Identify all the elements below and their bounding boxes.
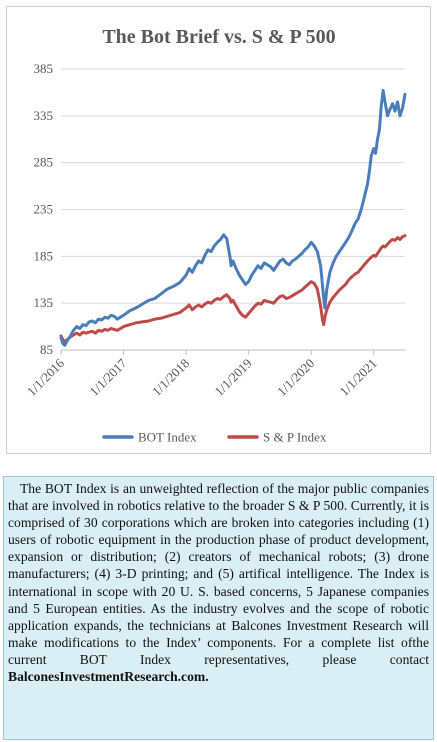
- x-tick-label: 1/1/2016: [24, 355, 68, 399]
- y-tick-label: 385: [34, 61, 54, 76]
- description-text: The BOT Index is an unweighted reflectio…: [8, 480, 429, 685]
- x-tick-label: 1/1/2018: [149, 356, 192, 399]
- x-tick-label: 1/1/2021: [337, 356, 380, 399]
- y-tick-label: 85: [40, 342, 53, 357]
- series-line: [59, 234, 407, 344]
- y-tick-label: 135: [34, 295, 54, 310]
- x-tick-label: 1/1/2019: [211, 356, 254, 399]
- description-panel: The BOT Index is an unweighted reflectio…: [3, 476, 434, 740]
- line-chart: The Bot Brief vs. S & P 500 85 135 185 235 2…: [24, 26, 407, 445]
- y-tick-label: 185: [34, 248, 54, 263]
- y-tick-label: 335: [34, 108, 54, 123]
- contact-link[interactable]: BalconesInvestmentResearch.com.: [8, 669, 209, 685]
- x-tick-label: 1/1/2020: [274, 356, 317, 399]
- y-tick-label: 285: [34, 155, 54, 170]
- chart-container: The Bot Brief vs. S & P 500 85 135 185 235 2…: [6, 6, 431, 454]
- y-tick-label: 235: [34, 202, 54, 217]
- legend-label: S & P Index: [263, 430, 327, 445]
- chart-title: The Bot Brief vs. S & P 500: [102, 26, 335, 48]
- legend-label: BOT Index: [138, 430, 197, 445]
- series-line: [59, 89, 407, 347]
- description-body: The BOT Index is an unweighted reflectio…: [8, 481, 429, 667]
- x-tick-label: 1/1/2017: [86, 355, 130, 399]
